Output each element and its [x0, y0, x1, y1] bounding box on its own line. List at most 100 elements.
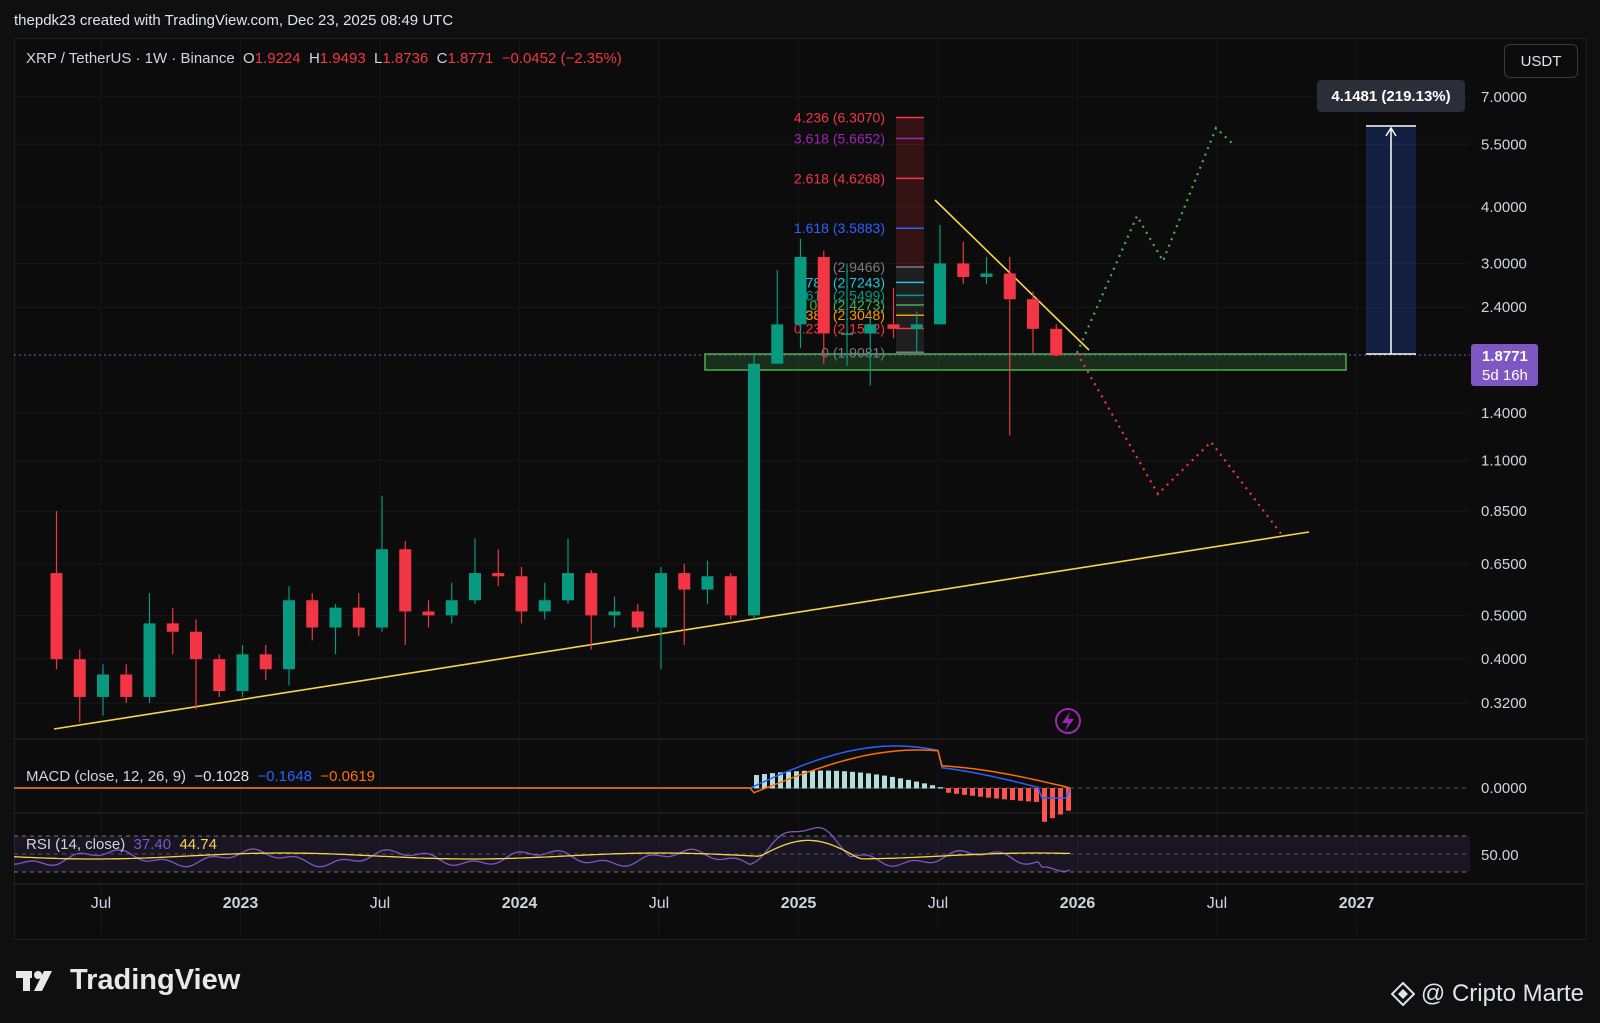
price-tick-label: 1.4000	[1481, 405, 1527, 422]
macd-hist-bar	[834, 770, 839, 789]
price-tick-label: 0.5000	[1481, 607, 1527, 624]
price-tick-label: 3.0000	[1481, 255, 1527, 272]
price-axis[interactable]: 7.0000 5.5000 4.0000 3.0000 2.4000 1.4000 1.10…	[1481, 89, 1527, 712]
high-value: 1.9493	[319, 50, 366, 67]
tradingview-logo[interactable]: TradingView	[16, 964, 240, 997]
candles	[50, 224, 1063, 723]
price-tick-label: 7.0000	[1481, 89, 1527, 106]
candle-body	[445, 600, 458, 616]
macd-hist-bar	[914, 781, 919, 789]
macd-hist-bar	[882, 775, 887, 789]
macd-hist-bar	[1026, 788, 1031, 802]
close-value: 1.8771	[447, 50, 494, 67]
rsi-ma-line	[13, 839, 1070, 860]
candle-body	[887, 324, 900, 329]
time-tick-label: 2023	[223, 895, 259, 912]
macd-hist-bar	[938, 787, 943, 789]
macd-hist-bar	[1066, 788, 1071, 811]
candle-body	[631, 611, 644, 628]
current-price-tag: 1.8771 5d 16h	[1471, 344, 1538, 386]
rsi-ma-value: 44.74	[179, 836, 217, 853]
trendline-support[interactable]	[53, 531, 1310, 730]
open-value: 1.9224	[254, 50, 301, 67]
current-price-value: 1.8771	[1482, 348, 1528, 365]
time-tick-label: Jul	[91, 895, 111, 912]
macd-hist-bar	[978, 788, 983, 797]
macd-hist-bar	[1042, 788, 1047, 822]
diamond-logo-icon	[1390, 982, 1415, 1006]
candle-body	[701, 576, 714, 590]
candle-body	[120, 674, 133, 697]
fib-level-label: 0.236 (2.1532)	[794, 321, 885, 337]
measure-arrow-head	[1385, 126, 1397, 137]
candle-body	[422, 611, 435, 616]
candle-body	[469, 573, 481, 601]
rsi-title: RSI (14, close)	[26, 836, 126, 853]
rsi-legend[interactable]: RSI (14, close) 37.40 44.74	[26, 836, 217, 853]
price-tick-label: 4.0000	[1481, 199, 1527, 216]
currency-unit-button[interactable]: USDT	[1504, 44, 1578, 78]
macd-hist-bar	[986, 788, 991, 798]
fib-level-label: 0.786 (2.7243)	[794, 274, 885, 290]
macd-hist-bar	[826, 770, 831, 789]
candle-body	[934, 263, 946, 325]
macd-legend[interactable]: MACD (close, 12, 26, 9) −0.1028 −0.1648 …	[26, 768, 375, 785]
price-tick-label: 0.3200	[1481, 695, 1527, 712]
macd-hist-bar	[842, 771, 847, 789]
macd-hist-bar	[858, 772, 863, 789]
rsi-axis-label: 50.00	[1481, 847, 1519, 864]
price-tick-label: 0.4000	[1481, 651, 1527, 668]
macd-value: −0.1028	[194, 768, 250, 785]
macd-hist-bar	[962, 788, 967, 795]
macd-hist-bar	[890, 776, 895, 789]
symbol-legend: XRP / TetherUS · 1W · Binance O1.9224 H1…	[26, 50, 622, 67]
candle-body	[190, 631, 202, 660]
grid	[14, 40, 1470, 935]
candle-body	[399, 549, 412, 612]
candle-body	[352, 607, 365, 628]
close-label: C	[436, 50, 448, 67]
candle-body	[957, 263, 970, 277]
price-tick-label: 0.6500	[1481, 556, 1527, 573]
macd-hist-bar	[922, 783, 927, 789]
macd-hist-bar	[810, 770, 815, 789]
candle-body	[910, 324, 923, 329]
support-zone[interactable]	[704, 353, 1347, 371]
fib-level-label: 0.382 (2.3048)	[794, 307, 885, 323]
measure-label: 4.1481 (219.13%)	[1317, 80, 1465, 112]
fib-level-label: 1.618 (3.5883)	[794, 220, 885, 236]
candle-body	[259, 654, 272, 670]
candle-body	[678, 573, 691, 590]
macd-hist-bar	[1058, 788, 1063, 815]
candle-body	[97, 674, 109, 697]
macd-signal-value: −0.1648	[257, 768, 313, 785]
bullish-projection-path	[1075, 126, 1235, 354]
fib-level-label: 3.618 (5.6652)	[794, 131, 885, 147]
candle-body	[724, 576, 737, 616]
chart-frame[interactable]	[14, 38, 1587, 940]
candle-body	[980, 273, 993, 277]
bearish-projection-path	[1076, 352, 1283, 536]
candle-body	[1003, 273, 1016, 300]
price-tick-label: 5.5000	[1481, 136, 1527, 153]
fibonacci-extension[interactable]: 4.236 (6.3070) 3.618 (5.6652) 2.618 (4.626…	[794, 109, 924, 360]
time-tick-label: Jul	[1207, 895, 1227, 912]
candle-body	[817, 256, 830, 334]
macd-title: MACD (close, 12, 26, 9)	[26, 768, 187, 785]
macd-hist-bar	[874, 774, 879, 789]
fib-level-label: 2.618 (4.6268)	[794, 170, 885, 186]
time-axis[interactable]: Jul 2023 Jul 2024 Jul 2025 Jul 2026 Jul 2027	[91, 895, 1375, 912]
lightning-icon[interactable]	[1055, 708, 1081, 734]
candle-body	[562, 573, 574, 601]
time-tick-label: 2024	[502, 895, 538, 912]
signal-line	[14, 749, 1071, 794]
macd-axis-label: 0.0000	[1481, 780, 1527, 797]
macd-hist-bar	[1018, 788, 1023, 801]
fib-fill-lower	[896, 266, 924, 353]
candle-body	[864, 324, 877, 334]
candle-body	[213, 659, 226, 692]
macd-hist-bar	[1010, 788, 1015, 801]
low-value: 1.8736	[382, 50, 429, 67]
high-label: H	[308, 50, 320, 67]
